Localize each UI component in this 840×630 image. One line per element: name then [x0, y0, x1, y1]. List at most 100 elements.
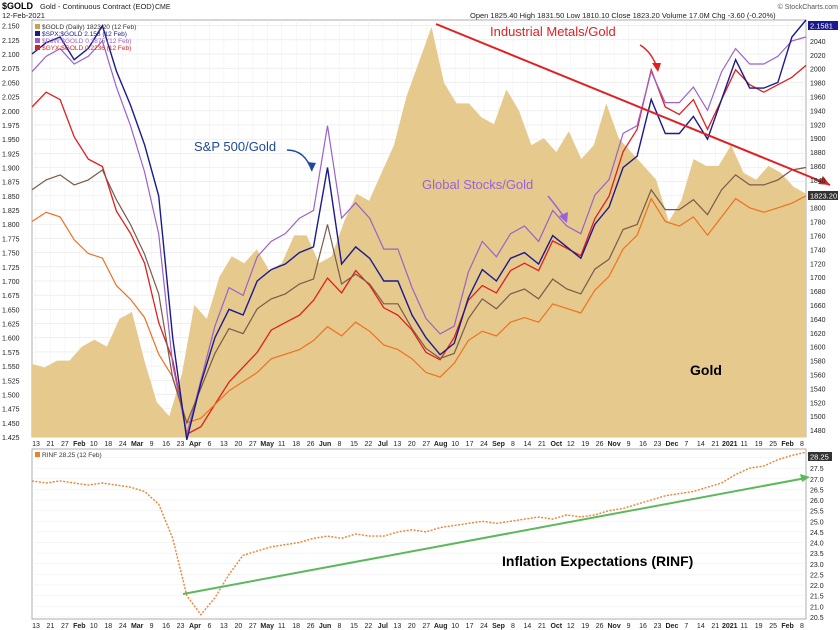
x-tick-label-lower: 16 — [162, 623, 170, 630]
left-tick-label: 1.625 — [2, 322, 20, 329]
left-tick-label: 1.950 — [2, 137, 20, 144]
x-tick-label: 24 — [480, 441, 488, 448]
legend-swatch — [35, 38, 40, 43]
right-tick-label: 1840 — [810, 178, 826, 185]
x-tick-label-lower: 27 — [249, 623, 257, 630]
right-tick-label: 1780 — [810, 220, 826, 227]
rinf-last-value-tag — [808, 452, 832, 461]
lower-tick-label: 26.0 — [810, 498, 824, 505]
left-tick-label: 1.700 — [2, 279, 20, 286]
x-tick-label-lower: 11 — [278, 623, 285, 630]
x-tick-label-lower: 16 — [639, 623, 647, 630]
lower-tick-label: 21.5 — [810, 594, 824, 601]
arrow-industrial-head — [652, 63, 661, 72]
x-tick-label-lower: 6 — [207, 623, 211, 630]
spx-last-value: 2.1581 — [810, 22, 833, 31]
x-tick-label: 21 — [538, 441, 546, 448]
right-axis-ticks: 2060204020202000198019601940192019001880… — [810, 25, 826, 435]
lower-tick-label: 24.5 — [810, 530, 824, 537]
x-tick-label-lower: 2021 — [722, 623, 738, 630]
x-tick-label-lower: May — [260, 623, 274, 630]
quote-line: Open 1825.40 High 1831.50 Low 1810.10 Cl… — [470, 11, 776, 20]
x-tick-label-lower: 18 — [292, 623, 300, 630]
right-tick-label: 1500 — [810, 414, 826, 421]
legend-lower-entry: RINF 28.25 (12 Feb) — [42, 452, 102, 459]
left-tick-label: 1.750 — [2, 251, 20, 258]
right-tick-label: 1940 — [810, 108, 826, 115]
right-tick-label: 1720 — [810, 261, 826, 268]
x-tick-label: 8 — [511, 441, 515, 448]
chart-date: 12-Feb-2021 — [2, 11, 45, 20]
x-tick-label-lower: 25 — [769, 623, 777, 630]
label-industrial-metals-gold: Industrial Metals/Gold — [490, 24, 616, 39]
x-tick-label-lower: 22 — [365, 623, 373, 630]
left-tick-label: 1.800 — [2, 222, 20, 229]
right-tick-label: 1760 — [810, 233, 826, 240]
x-tick-label: Oct — [550, 441, 562, 448]
x-axis-ticks-main: 13 21 27 Feb 10 18 24 Mar 9 16 23 Apr 6 13 20 27 May 11 18… — [32, 441, 804, 448]
x-tick-label: 16 — [639, 441, 647, 448]
symbol: $GOLD — [2, 1, 34, 11]
trendline-green-arrowhead — [800, 474, 810, 482]
x-tick-label-lower: Aug — [434, 623, 448, 630]
x-tick-label: Dec — [666, 441, 679, 448]
x-tick-label-lower: 19 — [755, 623, 763, 630]
lower-tick-label: 24.0 — [810, 541, 824, 548]
left-tick-label: 2.000 — [2, 109, 20, 116]
left-tick-label: 1.475 — [2, 407, 20, 414]
x-tick-label-lower: 8 — [511, 623, 515, 630]
lower-panel — [31, 448, 807, 620]
x-tick-label: 13 — [220, 441, 228, 448]
right-tick-label: 1660 — [810, 303, 826, 310]
left-tick-label: 2.125 — [2, 38, 20, 45]
gyx-gold-line — [31, 64, 807, 436]
lower-axis-ticks: 28.027.527.026.526.025.525.024.524.023.5… — [810, 456, 824, 622]
x-tick-label: 19 — [581, 441, 589, 448]
right-tick-label: 1600 — [810, 345, 826, 352]
x-tick-label: 27 — [61, 441, 69, 448]
right-tick-label: 1740 — [810, 247, 826, 254]
lower-tick-label: 27.5 — [810, 466, 824, 473]
left-tick-label: 1.500 — [2, 392, 20, 399]
x-tick-label-lower: 12 — [567, 623, 575, 630]
x-tick-label: Feb — [73, 441, 85, 448]
x-tick-label-lower: Mar — [131, 623, 144, 630]
spx-last-value-tag — [808, 21, 838, 30]
x-tick-label: 22 — [365, 441, 373, 448]
x-tick-label: Apr — [189, 441, 201, 448]
x-tick-label: 20 — [408, 441, 416, 448]
legend-swatch — [35, 24, 40, 29]
lower-tick-label: 22.0 — [810, 583, 824, 590]
x-tick-label: 27 — [249, 441, 257, 448]
lower-tick-label: 23.0 — [810, 562, 824, 569]
x-tick-label-lower: 17 — [466, 623, 474, 630]
x-tick-label: Jun — [319, 441, 331, 448]
x-tick-label-lower: Nov — [607, 623, 620, 630]
left-tick-label: 1.550 — [2, 364, 20, 371]
lower-tick-label: 27.0 — [810, 477, 824, 484]
legend-entry: $GOLD (Daily) 1823.20 (12 Feb) — [42, 24, 136, 31]
left-tick-label: 1.650 — [2, 307, 20, 314]
x-tick-label: 9 — [150, 441, 154, 448]
gold-last-value: 1823.20 — [810, 192, 837, 201]
legend-lower: RINF 28.25 (12 Feb) — [35, 452, 102, 459]
legend-entry: $SPX:$GOLD 2.158 (12 Feb) — [42, 31, 127, 38]
x-tick-label-lower: 7 — [684, 623, 688, 630]
right-tick-label: 1580 — [810, 359, 826, 366]
x-tick-label: 6 — [207, 441, 211, 448]
left-tick-label: 1.725 — [2, 265, 20, 272]
x-tick-label-lower: 14 — [697, 623, 705, 630]
x-tick-label-lower: Apr — [189, 623, 201, 630]
x-tick-label-lower: 23 — [654, 623, 662, 630]
x-tick-label: Aug — [434, 441, 448, 448]
x-tick-label: 24 — [119, 441, 127, 448]
x-tick-label: 17 — [466, 441, 474, 448]
left-tick-label: 1.675 — [2, 293, 20, 300]
right-tick-label: 1920 — [810, 122, 826, 129]
x-tick-label: 11 — [741, 441, 748, 448]
right-tick-label: 1860 — [810, 164, 826, 171]
right-tick-label: 1700 — [810, 275, 826, 282]
lower-tick-label: 21.0 — [810, 604, 824, 611]
x-tick-label: Feb — [781, 441, 793, 448]
